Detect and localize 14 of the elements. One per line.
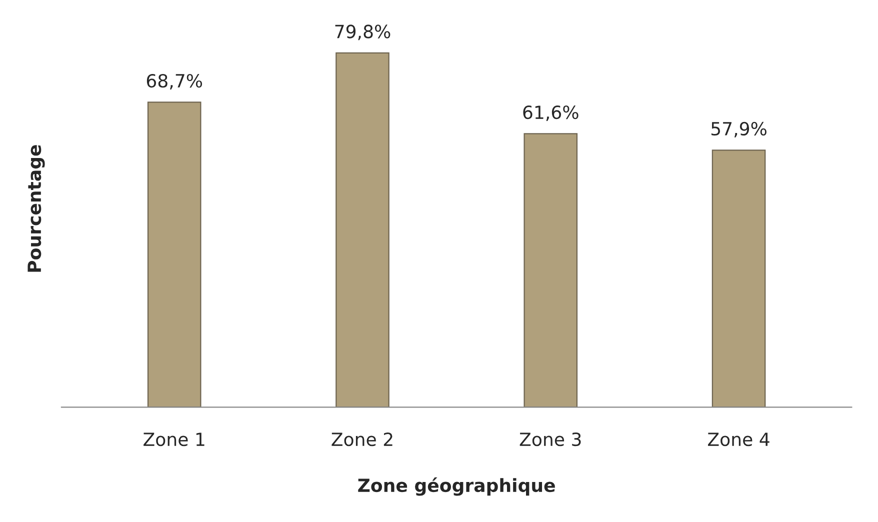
x-tick-label: Zone 4	[708, 432, 770, 446]
bar	[712, 150, 766, 408]
data-label: 61,6%	[523, 105, 578, 121]
y-axis-title: Pourcentage	[28, 145, 45, 272]
data-label: 68,7%	[146, 74, 202, 90]
x-tick-label: Zone 2	[332, 432, 392, 446]
data-label: 79,8%	[335, 24, 390, 40]
bar	[336, 52, 390, 408]
bar	[524, 133, 578, 408]
x-tick-label: Zone 1	[144, 432, 204, 446]
bar	[147, 102, 202, 408]
x-tick-label: Zone 3	[520, 432, 581, 446]
data-label: 57,9%	[711, 122, 766, 138]
x-axis-title: Zone géographique	[358, 477, 555, 496]
